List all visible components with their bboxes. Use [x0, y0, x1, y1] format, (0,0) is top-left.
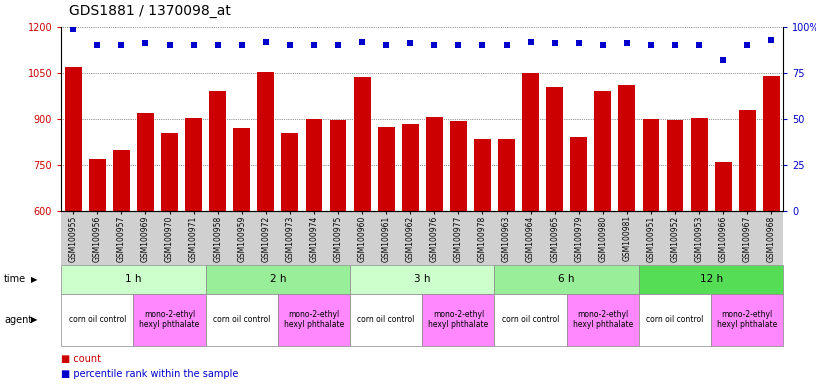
Point	[259, 38, 273, 45]
Text: 3 h: 3 h	[414, 274, 431, 285]
Bar	[89, 159, 106, 211]
Bar	[450, 121, 467, 211]
Point	[500, 42, 513, 48]
Point	[524, 38, 537, 45]
Text: mono-2-ethyl
hexyl phthalate: mono-2-ethyl hexyl phthalate	[717, 310, 778, 329]
Bar	[522, 73, 539, 211]
Bar	[113, 150, 130, 211]
Point	[668, 42, 681, 48]
Point	[452, 42, 465, 48]
Text: corn oil control: corn oil control	[502, 315, 559, 324]
Bar	[161, 133, 178, 211]
Point	[139, 40, 152, 46]
Bar	[474, 139, 491, 211]
Bar	[330, 120, 347, 211]
Bar	[642, 119, 659, 211]
Text: 12 h: 12 h	[699, 274, 723, 285]
Point	[91, 42, 104, 48]
Text: agent: agent	[4, 314, 33, 325]
Bar	[738, 110, 756, 211]
Bar	[763, 76, 780, 211]
Text: ▶: ▶	[31, 315, 38, 324]
Bar	[185, 118, 202, 211]
Text: corn oil control: corn oil control	[357, 315, 415, 324]
Text: mono-2-ethyl
hexyl phthalate: mono-2-ethyl hexyl phthalate	[573, 310, 633, 329]
Point	[115, 42, 128, 48]
Bar	[594, 91, 611, 211]
Text: 2 h: 2 h	[269, 274, 286, 285]
Text: corn oil control: corn oil control	[213, 315, 270, 324]
Point	[620, 40, 633, 46]
Bar	[64, 68, 82, 211]
Point	[693, 42, 706, 48]
Point	[645, 42, 658, 48]
Bar	[305, 119, 322, 211]
Bar	[378, 127, 395, 211]
Bar	[209, 91, 226, 211]
Text: corn oil control: corn oil control	[646, 315, 703, 324]
Point	[548, 40, 561, 46]
Bar	[570, 137, 588, 211]
Point	[308, 42, 321, 48]
Bar	[233, 128, 251, 211]
Text: mono-2-ethyl
hexyl phthalate: mono-2-ethyl hexyl phthalate	[428, 310, 489, 329]
Text: corn oil control: corn oil control	[69, 315, 126, 324]
Point	[476, 42, 489, 48]
Point	[187, 42, 200, 48]
Point	[379, 42, 392, 48]
Bar	[353, 77, 370, 211]
Text: mono-2-ethyl
hexyl phthalate: mono-2-ethyl hexyl phthalate	[284, 310, 344, 329]
Bar	[137, 113, 154, 211]
Text: GDS1881 / 1370098_at: GDS1881 / 1370098_at	[69, 4, 231, 18]
Bar	[667, 120, 684, 211]
Text: mono-2-ethyl
hexyl phthalate: mono-2-ethyl hexyl phthalate	[140, 310, 200, 329]
Bar	[690, 118, 707, 211]
Text: ■ percentile rank within the sample: ■ percentile rank within the sample	[61, 369, 238, 379]
Text: 6 h: 6 h	[558, 274, 575, 285]
Point	[765, 37, 778, 43]
Point	[211, 42, 224, 48]
Bar	[498, 139, 515, 211]
Bar	[282, 133, 299, 211]
Text: time: time	[4, 274, 26, 285]
Bar	[401, 124, 419, 211]
Point	[428, 42, 441, 48]
Point	[235, 42, 248, 48]
Point	[741, 42, 754, 48]
Text: ▶: ▶	[31, 275, 38, 284]
Text: ■ count: ■ count	[61, 354, 101, 364]
Point	[67, 26, 80, 32]
Point	[404, 40, 417, 46]
Bar	[257, 72, 274, 211]
Bar	[426, 117, 443, 211]
Point	[163, 42, 176, 48]
Point	[716, 57, 730, 63]
Point	[572, 40, 585, 46]
Point	[596, 42, 610, 48]
Bar	[715, 162, 732, 211]
Bar	[619, 85, 636, 211]
Point	[283, 42, 296, 48]
Text: 1 h: 1 h	[125, 274, 142, 285]
Point	[356, 38, 369, 45]
Bar	[546, 87, 563, 211]
Point	[331, 42, 344, 48]
